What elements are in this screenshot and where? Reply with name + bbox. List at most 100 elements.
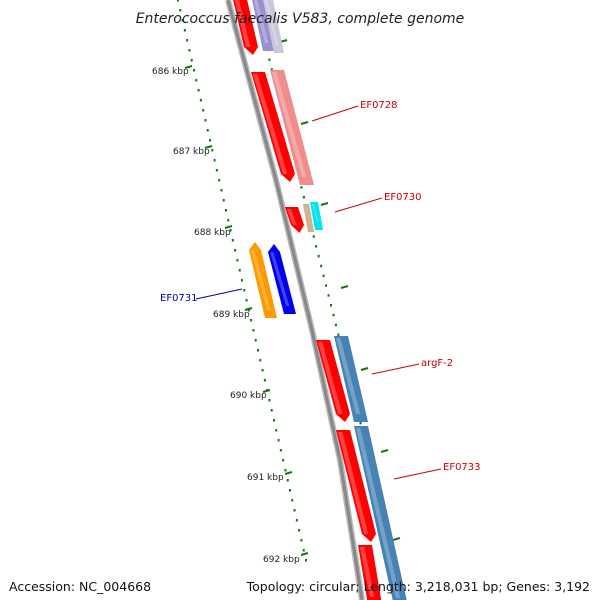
kbp-label: 688 kbp bbox=[194, 228, 231, 238]
ruler-dot bbox=[227, 219, 230, 222]
feature-cds-highlight bbox=[234, 0, 251, 47]
ruler-dot bbox=[250, 319, 253, 322]
kbp-tick-inner bbox=[320, 202, 329, 206]
feature-argf-2-highlight bbox=[336, 338, 361, 414]
ruler-dot-inner bbox=[317, 254, 320, 258]
ruler-dot bbox=[222, 199, 225, 202]
feature-ef0733 bbox=[354, 426, 407, 600]
ruler-dot-inner bbox=[327, 294, 330, 297]
map-title: Enterococcus faecalis V583, complete gen… bbox=[136, 11, 465, 27]
label-callouts bbox=[195, 105, 442, 480]
gene-label-ef0728[interactable]: EF0728 bbox=[360, 100, 398, 111]
ruler-dot-inner bbox=[268, 58, 271, 61]
ruler-dot bbox=[181, 19, 184, 22]
ruler-dot bbox=[268, 399, 271, 402]
ruler-dot bbox=[254, 339, 257, 342]
ruler-dot bbox=[300, 539, 303, 542]
ruler-dot bbox=[302, 549, 305, 552]
ruler-dot-inner bbox=[330, 304, 332, 307]
ruler-dot bbox=[270, 409, 273, 412]
ruler-dot-inner bbox=[302, 195, 305, 199]
backbone-line bbox=[226, 0, 364, 600]
feature-tan bbox=[303, 204, 314, 232]
ruler-dot bbox=[204, 119, 207, 122]
feature-orange bbox=[249, 242, 277, 318]
feature-lavender bbox=[252, 0, 275, 51]
kbp-label: 687 kbp bbox=[173, 147, 210, 157]
ruler-dot bbox=[279, 449, 282, 452]
ruler-dot bbox=[284, 469, 287, 472]
gene-label-ef0731[interactable]: EF0731 bbox=[160, 293, 198, 304]
ruler-dot-inner bbox=[315, 245, 318, 248]
kbp-label: 686 kbp bbox=[152, 67, 189, 77]
ruler-dot-inner bbox=[359, 421, 362, 425]
feature-ef0731 bbox=[268, 244, 296, 314]
ruler-dot bbox=[243, 289, 246, 292]
ruler-dot bbox=[295, 519, 298, 522]
callout-ef0733 bbox=[393, 468, 442, 480]
ruler-dot bbox=[305, 559, 307, 562]
ruler-dot bbox=[215, 169, 218, 172]
kbp-label: 691 kbp bbox=[247, 473, 284, 483]
feature-cds-highlight bbox=[338, 432, 369, 534]
gene-label-ef0730[interactable]: EF0730 bbox=[384, 192, 422, 203]
gene-label-argf-2[interactable]: argF-2 bbox=[421, 358, 453, 369]
ruler-dot bbox=[202, 109, 205, 112]
accession-text: Accession: NC_004668 bbox=[9, 579, 152, 594]
kbp-tick-inner bbox=[380, 449, 389, 453]
ruler-dot bbox=[225, 209, 227, 212]
ruler-dot bbox=[231, 239, 234, 242]
ruler-dot bbox=[241, 279, 243, 282]
feature-grey-highlight bbox=[264, 0, 279, 45]
feature-orange-highlight bbox=[251, 250, 271, 310]
kbp-tick bbox=[224, 225, 233, 229]
ruler-dot bbox=[263, 379, 266, 382]
ruler-dot bbox=[199, 99, 202, 102]
feature-ef0731-highlight bbox=[270, 252, 290, 306]
ruler-dot bbox=[257, 349, 259, 352]
ruler-dot bbox=[186, 39, 189, 42]
feature-cds-highlight bbox=[318, 342, 343, 414]
kbp-label: 689 kbp bbox=[213, 310, 250, 320]
gene-label-ef0733[interactable]: EF0733 bbox=[443, 462, 481, 473]
ruler-dot bbox=[282, 459, 285, 462]
feature-ef0733-highlight bbox=[356, 428, 401, 598]
ruler-dot bbox=[291, 499, 294, 502]
ruler-dot-inner bbox=[312, 235, 315, 238]
feature-cyan bbox=[310, 202, 323, 230]
kbp-tick bbox=[284, 471, 293, 475]
ruler-dot-inner bbox=[322, 274, 325, 278]
feature-cds bbox=[285, 207, 304, 233]
feature-cyan-highlight bbox=[312, 204, 319, 222]
callout-argf-2 bbox=[371, 363, 420, 375]
callout-ef0728 bbox=[311, 105, 359, 122]
feature-cds bbox=[336, 430, 376, 542]
feature-ef0728 bbox=[270, 70, 314, 185]
ruler-dot bbox=[275, 429, 278, 432]
kbp-tick-inner bbox=[340, 285, 349, 289]
ruler-dot bbox=[195, 79, 198, 82]
kbp-tick bbox=[204, 145, 213, 149]
ruler-dot-inner bbox=[300, 186, 303, 189]
ruler-dot bbox=[179, 9, 182, 12]
ruler-dot bbox=[252, 329, 255, 332]
ruler-dot bbox=[289, 489, 291, 492]
callout-ef0731 bbox=[195, 288, 243, 300]
ruler-dot bbox=[236, 259, 239, 262]
kbp-tick-inner bbox=[300, 121, 309, 125]
ruler-dot bbox=[273, 419, 275, 422]
ruler-dot-inner bbox=[334, 323, 337, 327]
feature-tan-highlight bbox=[305, 206, 311, 224]
kbp-tick bbox=[300, 552, 309, 556]
feature-cds bbox=[251, 72, 295, 182]
kbp-tick bbox=[184, 65, 193, 69]
ruler-dot bbox=[197, 89, 200, 92]
ruler-dot bbox=[298, 529, 301, 532]
feature-argf-2 bbox=[334, 336, 368, 422]
feature-cds-highlight bbox=[253, 74, 288, 174]
ruler-dot bbox=[213, 159, 216, 162]
ruler-dot-inner bbox=[337, 333, 340, 336]
ruler-dot bbox=[293, 509, 296, 512]
ruler-dot bbox=[211, 149, 214, 152]
